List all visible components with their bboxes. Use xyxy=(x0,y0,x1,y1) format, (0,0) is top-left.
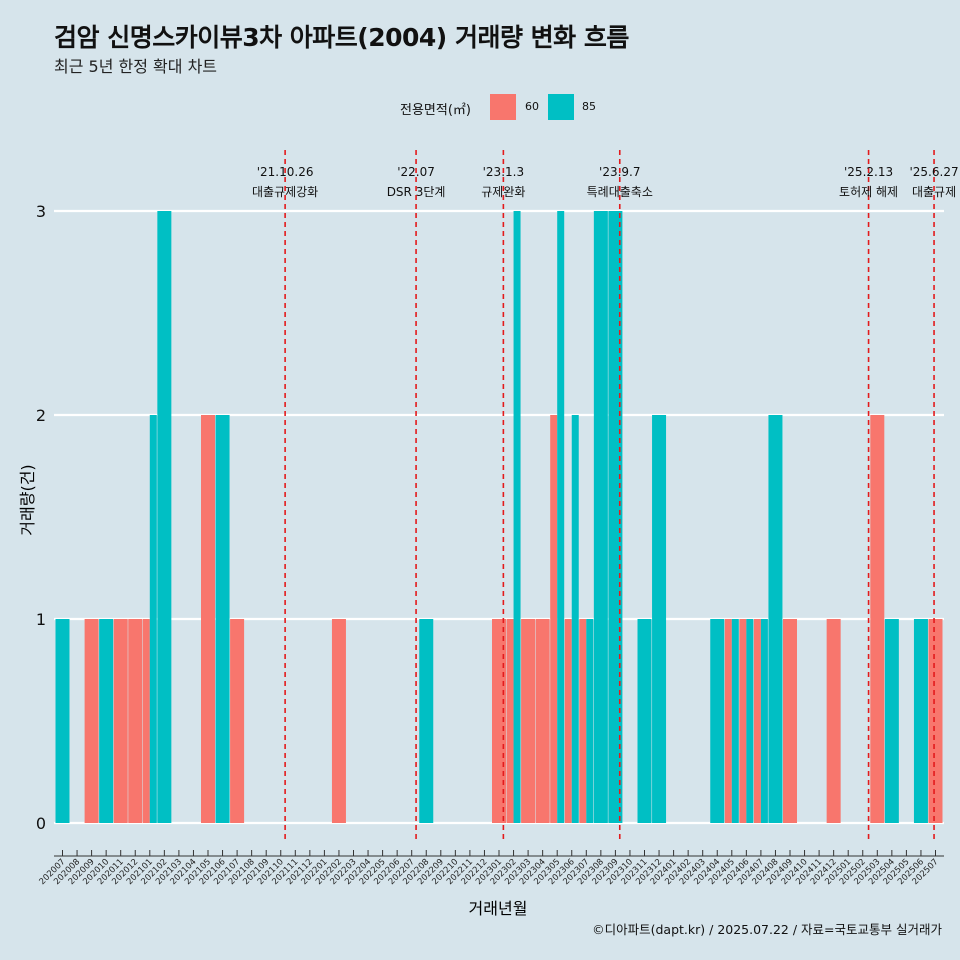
bar-60 xyxy=(535,619,550,823)
y-tick-label: 1 xyxy=(36,610,46,629)
bar-85 xyxy=(593,211,608,823)
bar-85 xyxy=(652,415,667,823)
bar-60 xyxy=(550,415,558,823)
legend-key-60 xyxy=(490,94,516,120)
bar-60 xyxy=(928,619,943,823)
y-axis: 0 1 2 3 xyxy=(36,202,46,833)
bar-85 xyxy=(637,619,652,823)
legend-label-85: 85 xyxy=(582,100,596,113)
bar-60 xyxy=(579,619,587,823)
bar-60 xyxy=(113,619,128,823)
legend: 전용면적(㎡) 60 85 xyxy=(0,93,960,123)
bar-60 xyxy=(783,619,797,823)
bar-85 xyxy=(760,619,768,823)
bar-60 xyxy=(826,619,841,823)
event-date-label: '25.2.13 xyxy=(844,165,893,179)
event-text-label: 토허제 해제 xyxy=(839,185,898,199)
event-date-label: '23.9.7 xyxy=(599,165,640,179)
y-tick-label: 0 xyxy=(36,814,46,833)
bar-60 xyxy=(870,415,885,823)
event-text-label: 대출규제강화 xyxy=(252,185,318,199)
bar-85 xyxy=(55,619,70,823)
event-date-label: '22.07 xyxy=(397,165,435,179)
bar-85 xyxy=(513,211,521,823)
y-tick-label: 2 xyxy=(36,406,46,425)
bar-60 xyxy=(521,619,536,823)
bar-85 xyxy=(571,415,579,823)
event-text-label: 특례대출축소 xyxy=(587,185,653,199)
bar-85 xyxy=(913,619,928,823)
bar-85 xyxy=(157,211,172,823)
bar-85 xyxy=(768,415,783,823)
bar-85 xyxy=(557,211,565,823)
bar-60 xyxy=(564,619,572,823)
x-axis-title: 거래년월 xyxy=(469,899,528,918)
bar-85 xyxy=(884,619,899,823)
bar-85 xyxy=(149,415,157,823)
bar-60 xyxy=(201,415,215,823)
bar-85 xyxy=(99,619,114,823)
y-tick-label: 3 xyxy=(36,202,46,221)
source-caption: ©디아파트(dapt.kr) / 2025.07.22 / 자료=국토교통부 실… xyxy=(592,922,942,937)
bar-60 xyxy=(753,619,761,823)
bar-60 xyxy=(331,619,346,823)
legend-key-85 xyxy=(548,94,574,120)
bar-85 xyxy=(215,415,230,823)
event-text-label: DSR 3단계 xyxy=(387,185,446,199)
bar-85 xyxy=(731,619,739,823)
chart-subtitle: 최근 5년 한정 확대 차트 xyxy=(54,57,218,76)
event-text-label: 규제완화 xyxy=(481,185,525,199)
bar-60 xyxy=(724,619,732,823)
bar-85 xyxy=(586,619,594,823)
y-axis-title: 거래량(건) xyxy=(18,464,37,535)
bar-60 xyxy=(230,619,245,823)
chart-event-lines: '21.10.26 대출규제강화 '22.07 DSR 3단계 '23.1.3 규제완화 '… xyxy=(252,150,959,842)
bar-60 xyxy=(506,619,514,823)
chart-bars xyxy=(55,211,943,823)
chart-title: 검암 신명스카이뷰3차 아파트(2004) 거래량 변화 흐름 xyxy=(54,23,629,52)
event-date-label: '23.1.3 xyxy=(483,165,524,179)
bar-85 xyxy=(608,211,623,823)
event-date-label: '25.6.27 xyxy=(909,165,958,179)
bar-60 xyxy=(739,619,747,823)
bar-60 xyxy=(142,619,150,823)
legend-title: 전용면적(㎡) xyxy=(400,103,471,118)
bar-60 xyxy=(84,619,99,823)
x-axis: 2020072020082020092020102020112020122021… xyxy=(38,850,944,887)
event-date-label: '21.10.26 xyxy=(257,165,314,179)
bar-60 xyxy=(492,619,506,823)
bar-85 xyxy=(419,619,434,823)
bar-85 xyxy=(710,619,725,823)
legend-label-60: 60 xyxy=(525,100,539,113)
bar-85 xyxy=(746,619,754,823)
bar-60 xyxy=(128,619,143,823)
event-text-label: 대출규제 xyxy=(912,185,956,199)
